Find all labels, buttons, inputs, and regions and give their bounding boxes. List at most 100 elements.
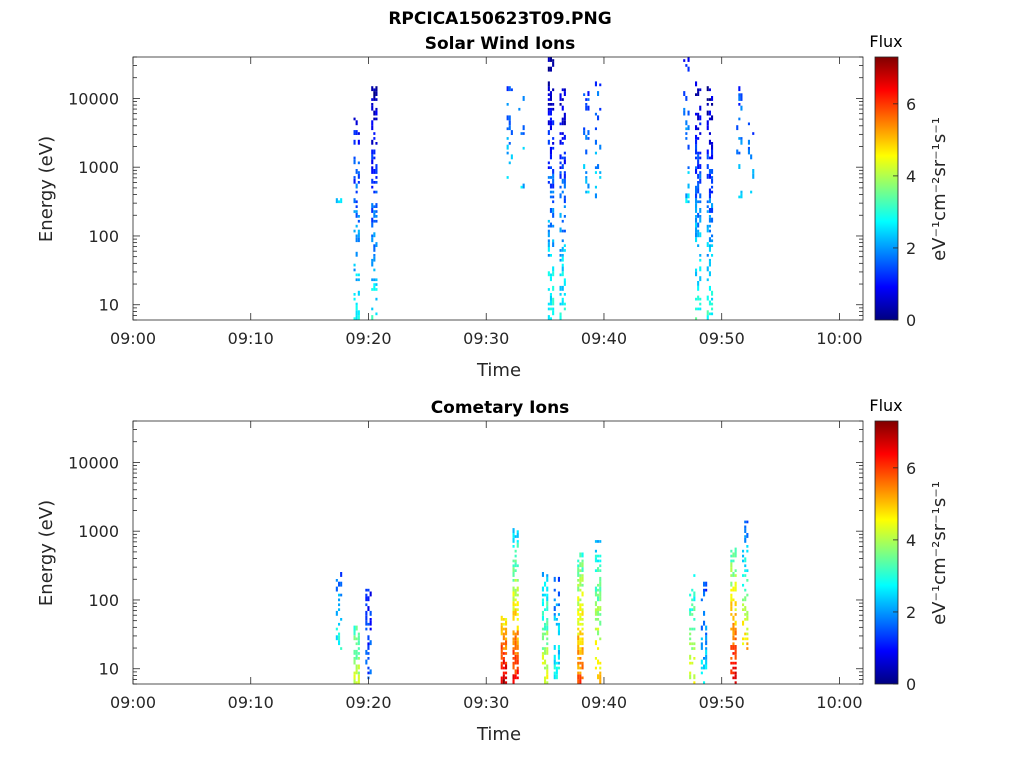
flux-cell	[561, 297, 564, 301]
flux-cell	[373, 219, 376, 223]
flux-cell	[559, 302, 562, 306]
x-tick-label: 10:00	[816, 329, 862, 348]
x-tick-label: 09:10	[228, 693, 274, 712]
flux-cell	[365, 620, 368, 626]
flux-cell	[740, 93, 743, 96]
flux-cell	[594, 586, 597, 592]
flux-cell	[514, 535, 517, 538]
flux-cell	[353, 317, 356, 320]
flux-cell	[549, 183, 552, 189]
flux-cell	[594, 81, 597, 87]
flux-cell	[547, 98, 550, 101]
flux-cell	[695, 237, 698, 243]
flux-cell	[581, 618, 584, 621]
flux-cell	[541, 654, 544, 660]
flux-cell	[581, 576, 584, 582]
x-tick-label: 09:00	[110, 329, 156, 348]
flux-cell	[547, 110, 550, 116]
flux-cell	[546, 674, 549, 680]
flux-cell	[552, 107, 555, 111]
flux-cell	[371, 169, 374, 174]
flux-cell	[732, 598, 735, 602]
flux-cell	[365, 596, 368, 602]
flux-cell	[697, 285, 700, 291]
flux-cell	[706, 125, 709, 131]
flux-cell	[581, 559, 584, 563]
flux-cell	[706, 200, 709, 204]
flux-cell	[371, 178, 374, 184]
flux-cell	[687, 57, 690, 62]
flux-cell	[744, 618, 747, 621]
flux-cell	[746, 520, 749, 524]
flux-cell	[559, 285, 562, 291]
flux-cell	[744, 632, 747, 636]
flux-cell	[373, 190, 376, 194]
flux-cell	[338, 632, 341, 636]
flux-cell	[699, 266, 702, 272]
flux-cell	[711, 96, 714, 101]
flux-cell	[552, 239, 555, 243]
flux-cell	[730, 549, 733, 553]
flux-cell	[693, 674, 696, 680]
flux-cell	[683, 59, 686, 62]
spectrogram-cells	[335, 520, 749, 684]
flux-cell	[355, 315, 358, 320]
flux-cell	[553, 659, 556, 665]
flux-cell	[559, 154, 562, 160]
flux-cell	[371, 86, 374, 92]
flux-cell	[742, 603, 745, 607]
flux-cell	[711, 307, 714, 311]
flux-cell	[563, 278, 566, 282]
flux-cell	[353, 635, 356, 641]
flux-cell	[695, 317, 698, 320]
flux-cell	[730, 559, 733, 563]
flux-cell	[505, 676, 508, 680]
flux-cell	[581, 676, 584, 680]
flux-cell	[516, 654, 519, 660]
flux-cell	[559, 212, 562, 218]
flux-cell	[577, 596, 580, 602]
flux-cell	[561, 142, 564, 145]
flux-cell	[695, 203, 698, 208]
flux-cell	[695, 227, 698, 233]
flux-cell	[697, 91, 700, 96]
flux-cell	[375, 210, 378, 213]
flux-cell	[559, 166, 562, 169]
flux-cell	[546, 669, 549, 675]
flux-cell	[695, 93, 698, 96]
flux-cell	[708, 285, 711, 291]
flux-cell	[541, 627, 544, 631]
flux-cell	[357, 674, 360, 680]
flux-cell	[706, 278, 709, 282]
flux-cell	[581, 637, 584, 641]
flux-cell	[355, 642, 358, 646]
flux-cell	[522, 183, 525, 189]
flux-cell	[594, 627, 597, 631]
solar-wind-ions-panel: Solar Wind Ions 09:00 09:10 09:20 09:30 09:4…	[36, 32, 950, 381]
flux-cell	[335, 579, 338, 582]
flux-cell	[367, 635, 370, 641]
flux-cell	[577, 559, 580, 563]
flux-cell	[353, 297, 356, 301]
flux-cell	[695, 217, 698, 223]
flux-cell	[561, 98, 564, 101]
flux-cell	[510, 154, 513, 160]
flux-cell	[738, 117, 741, 121]
flux-cell	[738, 93, 741, 96]
flux-cell	[559, 139, 562, 145]
flux-cell	[579, 657, 582, 660]
flux-cell	[335, 635, 338, 641]
flux-cell	[687, 166, 690, 169]
flux-cell	[506, 176, 509, 179]
flux-cell	[552, 169, 555, 174]
flux-cell	[561, 229, 564, 233]
flux-cell	[695, 144, 698, 150]
flux-cell	[500, 649, 503, 655]
flux-cell	[705, 654, 708, 660]
flux-cell	[587, 183, 590, 189]
flux-cell	[547, 57, 550, 62]
flux-cell	[734, 637, 737, 641]
flux-cell	[740, 96, 743, 101]
colorbar-label: eV⁻¹cm⁻²sr⁻¹s⁻¹	[929, 481, 950, 625]
flux-cell	[581, 647, 584, 650]
